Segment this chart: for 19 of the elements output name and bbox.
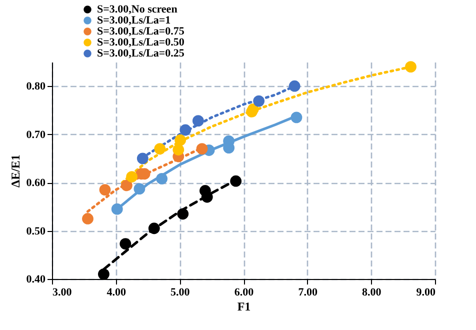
x-axis-title: F1 — [237, 300, 251, 314]
legend-label: S=3.00,Ls/La=0.25 — [97, 48, 185, 60]
legend-label: S=3.00,Ls/La=1 — [97, 14, 171, 26]
legend-label: S=3.00,Ls/La=0.50 — [97, 36, 185, 48]
y-tick-label: 0.80 — [26, 80, 46, 93]
x-tick-label: 8.00 — [362, 286, 382, 298]
x-tick-label: 3.00 — [52, 286, 72, 298]
y-tick-label: 0.50 — [26, 225, 46, 238]
x-tick-label: 5.00 — [170, 286, 190, 298]
y-tick-label: 0.60 — [26, 177, 46, 190]
y-tick-label: 0.40 — [26, 274, 46, 286]
x-tick-label: 6.00 — [234, 286, 254, 298]
legend-label: S=3.00,Ls/La=0.75 — [97, 26, 185, 38]
y-axis-title: ΔE/E1 — [8, 154, 22, 188]
x-tick-label: 4.00 — [106, 286, 126, 298]
x-tick-label: 7.00 — [298, 286, 318, 298]
y-tick-label: 0.70 — [26, 128, 46, 141]
legend-label: S=3.00,No screen — [97, 4, 178, 16]
x-tick-label: 9.00 — [416, 286, 436, 298]
